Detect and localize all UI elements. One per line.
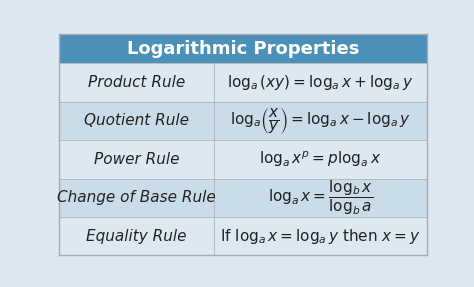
Text: Equality Rule: Equality Rule (86, 229, 187, 244)
Bar (59, 63, 427, 102)
Text: Power Rule: Power Rule (94, 152, 179, 167)
Text: $\log_{a}\!\left(\dfrac{x}{y}\right)=\log_{a}x-\log_{a}y$: $\log_{a}\!\left(\dfrac{x}{y}\right)=\lo… (229, 106, 410, 136)
Text: Logarithmic Properties: Logarithmic Properties (127, 40, 359, 58)
Bar (59, 179, 427, 217)
Text: $\log_{a}(xy)=\log_{a}x+\log_{a}y$: $\log_{a}(xy)=\log_{a}x+\log_{a}y$ (227, 73, 413, 92)
Bar (59, 217, 427, 255)
Text: Quotient Rule: Quotient Rule (84, 113, 189, 128)
Bar (59, 140, 427, 179)
Text: Product Rule: Product Rule (88, 75, 185, 90)
Text: $\log_{a}x^{p}=p\log_{a}x$: $\log_{a}x^{p}=p\log_{a}x$ (259, 150, 381, 169)
Text: Change of Base Rule: Change of Base Rule (57, 190, 216, 205)
Bar (59, 102, 427, 140)
Text: $\log_{a}x=\dfrac{\log_{b}x}{\log_{b}a}$: $\log_{a}x=\dfrac{\log_{b}x}{\log_{b}a}$ (267, 178, 373, 217)
Bar (59, 34, 427, 63)
Text: $\mathrm{If\ }\log_{a}x=\log_{a}y\mathrm{\ then\ }x=y$: $\mathrm{If\ }\log_{a}x=\log_{a}y\mathrm… (219, 227, 420, 246)
